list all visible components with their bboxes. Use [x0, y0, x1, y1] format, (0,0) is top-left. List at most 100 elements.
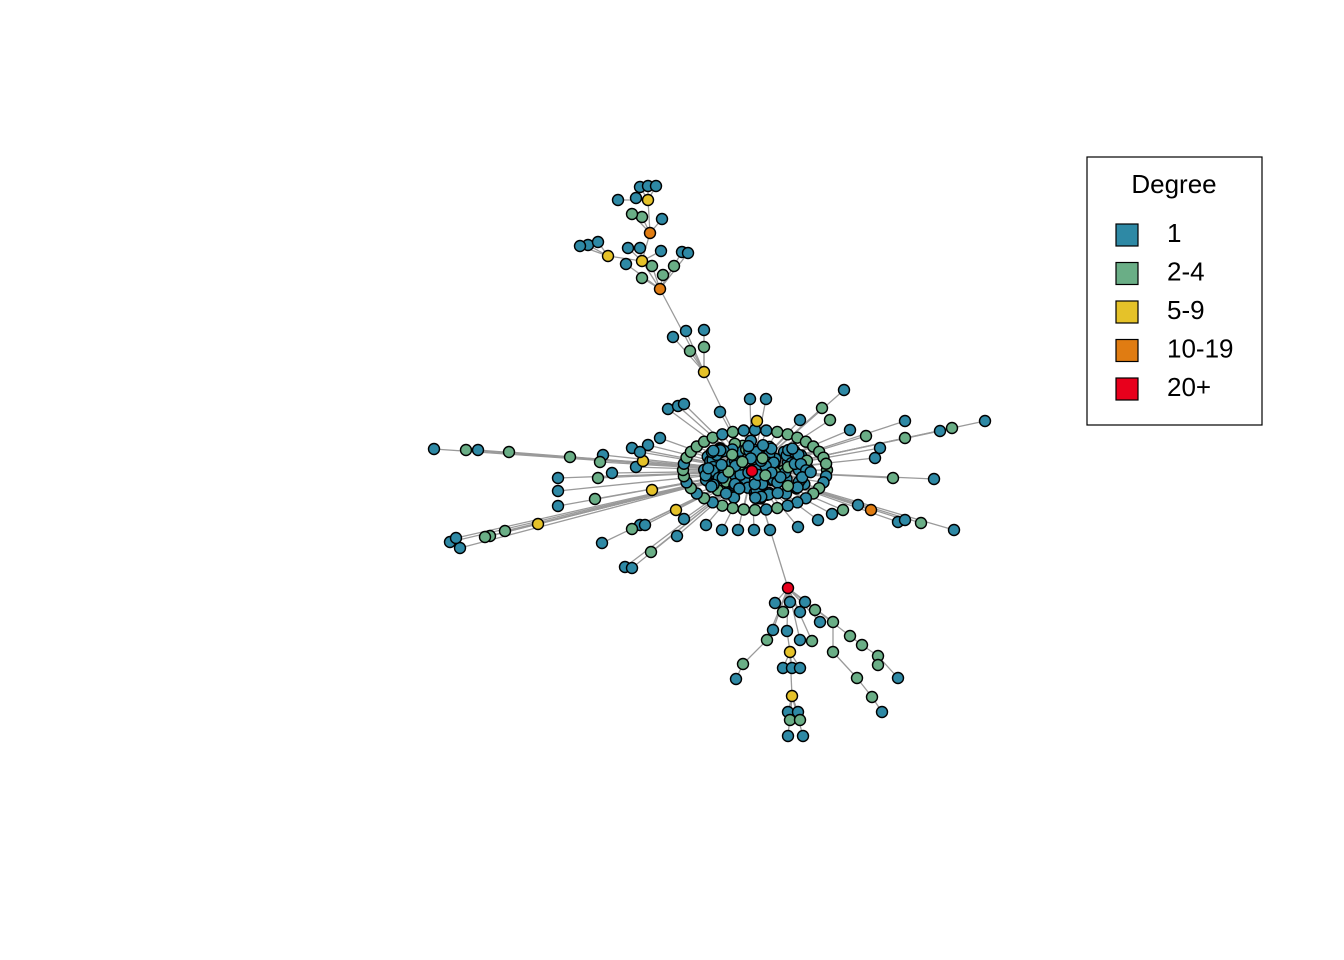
- node: [871, 658, 885, 672]
- node: [625, 561, 639, 575]
- node: [811, 513, 825, 527]
- legend-label: 5-9: [1167, 295, 1205, 325]
- node: [719, 487, 733, 500]
- node: [625, 522, 639, 536]
- node: [771, 501, 784, 515]
- node: [588, 492, 602, 506]
- node: [705, 480, 718, 493]
- node: [679, 324, 693, 338]
- node: [677, 512, 691, 526]
- node: [781, 499, 794, 512]
- node: [823, 413, 837, 427]
- node: [813, 615, 827, 629]
- node: [736, 657, 750, 671]
- node: [783, 645, 797, 659]
- node: [653, 282, 667, 296]
- node: [868, 451, 882, 465]
- node: [886, 471, 900, 485]
- node: [815, 401, 829, 415]
- node: [760, 503, 773, 516]
- node: [531, 517, 545, 531]
- node: [914, 516, 928, 530]
- node: [726, 501, 739, 515]
- legend: Degree 1 2-4 5-9 10-19 20+: [1086, 156, 1263, 426]
- node: [875, 705, 889, 719]
- node: [837, 383, 851, 397]
- node: [633, 445, 647, 459]
- node: [760, 633, 774, 647]
- legend-swatch: [1115, 261, 1139, 286]
- node: [655, 212, 669, 226]
- node: [656, 268, 670, 282]
- legend-label: 1: [1167, 218, 1181, 248]
- node: [749, 491, 762, 504]
- node: [670, 529, 684, 543]
- node: [781, 729, 795, 743]
- node: [725, 448, 739, 461]
- node: [641, 193, 655, 207]
- node: [826, 645, 840, 659]
- node: [793, 605, 807, 619]
- node: [805, 634, 819, 648]
- node: [563, 450, 577, 464]
- node: [601, 249, 615, 263]
- node: [681, 246, 695, 260]
- node: [625, 207, 639, 221]
- node: [759, 469, 772, 482]
- node: [819, 457, 833, 470]
- node: [643, 226, 657, 240]
- node: [793, 633, 807, 647]
- legend-label: 20+: [1167, 372, 1211, 402]
- node: [621, 241, 635, 255]
- node: [737, 503, 750, 516]
- node: [748, 503, 762, 517]
- node: [898, 431, 912, 445]
- node: [771, 486, 784, 500]
- legend-swatch: [1115, 377, 1139, 401]
- node: [776, 605, 790, 619]
- node: [619, 257, 633, 271]
- node: [713, 405, 727, 419]
- node: [551, 499, 565, 513]
- legend-swatch: [1115, 223, 1139, 247]
- node: [891, 671, 905, 685]
- node: [729, 672, 743, 686]
- node: [737, 424, 750, 437]
- node: [786, 442, 799, 455]
- node: [793, 413, 807, 427]
- node: [635, 210, 649, 224]
- node: [645, 483, 659, 497]
- node: [667, 259, 681, 273]
- node: [756, 439, 770, 452]
- node: [780, 624, 794, 638]
- node: [645, 259, 659, 273]
- node: [605, 466, 619, 480]
- legend-label: 2-4: [1167, 256, 1205, 286]
- node: [666, 330, 680, 344]
- node: [653, 431, 667, 445]
- node: [759, 392, 773, 406]
- node: [731, 523, 745, 537]
- node: [661, 402, 675, 416]
- node: [715, 523, 729, 537]
- node: [978, 414, 992, 428]
- node: [763, 523, 777, 537]
- node: [638, 518, 652, 532]
- node: [785, 689, 799, 703]
- node: [699, 518, 713, 532]
- node: [796, 729, 810, 743]
- node: [855, 638, 869, 652]
- node: [459, 443, 473, 457]
- node: [750, 414, 764, 428]
- node: [947, 523, 961, 537]
- node: [791, 520, 805, 534]
- node: [633, 241, 647, 255]
- node: [798, 595, 812, 609]
- node: [641, 438, 655, 452]
- node: [927, 472, 941, 486]
- node: [677, 397, 691, 411]
- legend-label: 10-19: [1167, 333, 1234, 363]
- node: [654, 244, 668, 258]
- node: [850, 671, 864, 685]
